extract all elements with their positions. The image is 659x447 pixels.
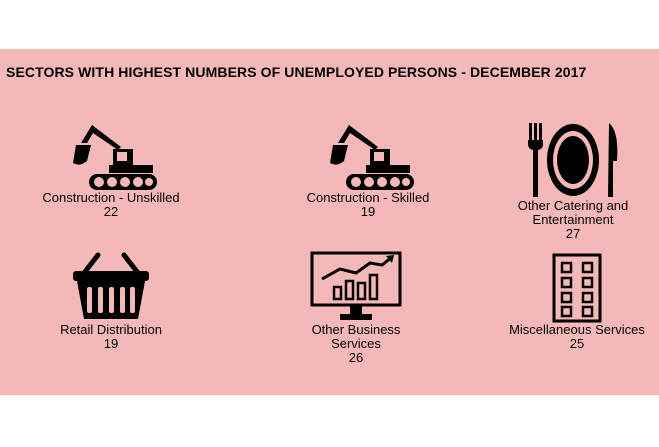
- sector-label: Other Business Services: [311, 322, 401, 351]
- sector-value: 26: [348, 350, 364, 365]
- sector-other-business-services: Other Business Services 26: [256, 251, 456, 365]
- sector-value: 19: [103, 336, 119, 351]
- sector-label: Miscellaneous Services: [509, 322, 645, 337]
- sector-label: Construction - Skilled: [306, 190, 430, 205]
- sector-value: 22: [103, 204, 119, 219]
- sector-label: Other Catering and Entertainment: [517, 198, 629, 227]
- office-building-icon: [552, 253, 602, 323]
- infographic-panel: SECTORS WITH HIGHEST NUMBERS OF UNEMPLOY…: [0, 49, 659, 395]
- excavator-icon: [73, 125, 157, 190]
- excavator-icon: [330, 125, 414, 190]
- sector-label: Construction - Unskilled: [42, 190, 180, 205]
- monitor-chart-icon: [310, 251, 402, 320]
- fork-plate-knife-icon: [528, 123, 618, 197]
- sector-value: 27: [565, 226, 581, 241]
- sector-other-catering: Other Catering and Entertainment 27: [473, 121, 659, 241]
- sector-miscellaneous-services: Miscellaneous Services 25: [477, 251, 659, 351]
- infographic-title: SECTORS WITH HIGHEST NUMBERS OF UNEMPLOY…: [6, 64, 587, 80]
- sector-construction-skilled: Construction - Skilled 19: [268, 121, 468, 219]
- sector-construction-unskilled: Construction - Unskilled 22: [11, 121, 211, 219]
- sector-value: 19: [360, 204, 376, 219]
- sector-label: Retail Distribution: [60, 322, 162, 337]
- sector-retail-distribution: Retail Distribution 19: [11, 251, 211, 351]
- shopping-basket-icon: [73, 252, 149, 319]
- sector-value: 25: [569, 336, 585, 351]
